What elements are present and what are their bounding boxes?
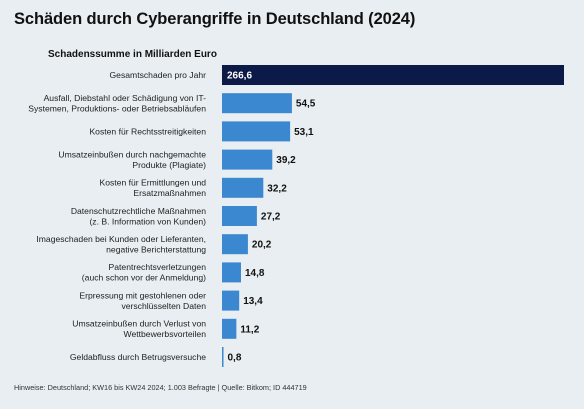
category-label-3: Umsatzeinbußen durch nachgemachte Produkt… [58, 149, 206, 170]
bar-3 [222, 149, 273, 170]
category-label-2: Kosten für Rechtsstreitigkeiten [89, 126, 206, 136]
value-label-0: 266,6 [227, 71, 252, 82]
value-label-5: 27,2 [261, 212, 281, 223]
value-label-9: 11,2 [240, 324, 259, 335]
bar-2 [222, 121, 291, 142]
bar-5 [222, 206, 257, 226]
value-label-2: 53,1 [294, 127, 314, 138]
category-label-9: Umsatzeinbußen durch Verlust von Wettbewe… [72, 319, 206, 340]
chart-subtitle: Schadenssumme in Milliarden Euro [48, 49, 217, 60]
page-title: Schäden durch Cyberangriffe in Deutschla… [14, 10, 416, 28]
category-label-1: Ausfall, Diebstahl oder Schädigung von I… [28, 93, 206, 114]
value-label-6: 20,2 [252, 240, 272, 251]
value-label-8: 13,4 [243, 296, 263, 307]
category-label-7: Patentrechtsverletzungen (auch schon vor … [82, 262, 206, 283]
bar-6 [222, 234, 248, 255]
category-label-6: Imageschaden bei Kunden oder Lieferanten… [36, 234, 206, 255]
bar-7 [222, 262, 241, 283]
value-label-7: 14,8 [245, 268, 265, 279]
category-label-10: Geldabfluss durch Betrugsversuche [70, 352, 206, 362]
category-label-4: Kosten für Ermittlungen und Ersatzmaßnahm… [99, 178, 206, 199]
bar-10 [222, 347, 224, 367]
source-footnote: Hinweise: Deutschland; KW16 bis KW24 202… [14, 383, 307, 392]
bar-1 [222, 93, 292, 114]
bar-0 [222, 65, 564, 85]
value-label-1: 54,5 [296, 99, 316, 110]
bar-9 [222, 318, 237, 339]
category-label-5: Datenschutzrechtliche Maßnahmen (z. B. In… [71, 206, 206, 227]
category-label-8: Erpressung mit gestohlenen oder verschlüs… [79, 290, 206, 311]
category-label-0: Gesamtschaden pro Jahr [110, 70, 207, 80]
bar-4 [222, 177, 264, 198]
bar-8 [222, 290, 240, 311]
value-label-4: 32,2 [267, 183, 287, 194]
value-label-10: 0,8 [228, 353, 242, 364]
value-label-3: 39,2 [276, 155, 296, 166]
